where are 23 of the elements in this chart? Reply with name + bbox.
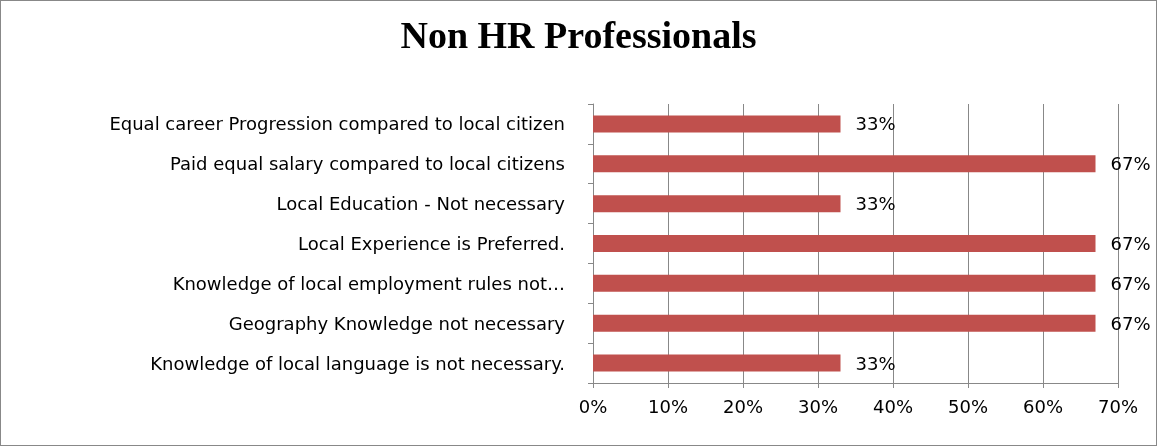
x-tick-label: 20% [722,395,764,417]
x-tick-label: 10% [647,395,689,417]
y-tick-label: Local Experience is Preferred. [298,233,565,254]
y-tick-label: Paid equal salary compared to local citizens [170,153,565,175]
y-tick-label: Equal career Progression compared to local citizen [109,113,565,135]
x-tick-label: 70% [1097,395,1139,417]
chart-title: Non HR Professionals [400,14,757,56]
y-tick-label: Knowledge of local language is not necessary. [150,352,565,374]
y-tick-label: Local Education - Not necessary [276,193,566,215]
x-tick-label: 60% [1022,395,1064,417]
data-label: 67% [1110,153,1151,175]
data-label: 33% [855,193,896,215]
x-tick-label: 30% [797,395,839,417]
y-tick-label: Geography Knowledge not necessary [228,312,566,334]
data-label: 33% [855,352,896,374]
x-tick-label: 0% [578,395,608,417]
x-tick-label: 40% [872,395,914,417]
x-tick-label: 50% [947,395,989,417]
data-label: 67% [1110,233,1151,254]
y-tick-label: Knowledge of local employment rules not… [172,272,565,294]
data-label: 67% [1110,312,1151,334]
data-label: 33% [855,113,896,135]
data-label: 67% [1110,272,1151,294]
